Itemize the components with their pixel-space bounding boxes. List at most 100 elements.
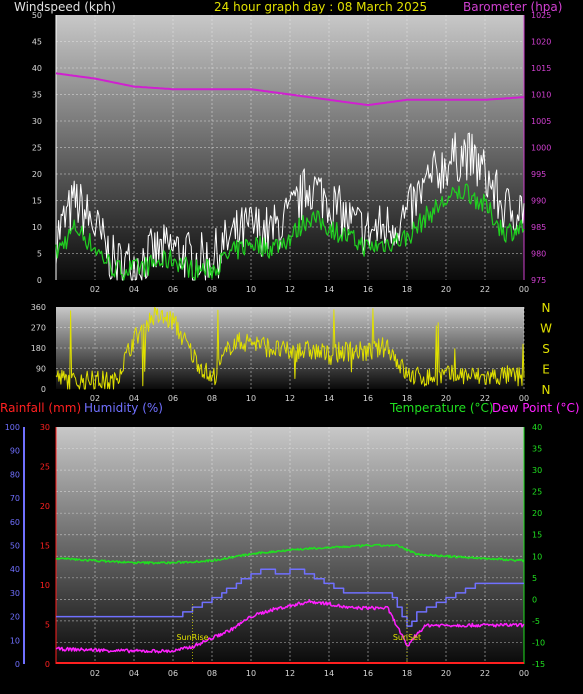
- x-tick-label: 12: [285, 285, 295, 294]
- humidity-tick-label: 40: [10, 565, 20, 574]
- humidity-tick-label: 0: [15, 660, 20, 669]
- y-right-tick-label: 1025: [531, 11, 551, 20]
- temp-tick-label: -15: [532, 660, 545, 669]
- windspeed-panel: 02 04 06 08 10 12 14 16 18 20 22 000510152025303540…: [32, 11, 552, 294]
- x-tick-label: 18: [402, 394, 412, 403]
- x-tick-label: 04: [129, 285, 139, 294]
- humidity-tick-label: 50: [10, 542, 20, 551]
- x-tick-label: 00: [519, 285, 529, 294]
- x-tick-label: 22: [480, 669, 490, 678]
- x-tick-label: 10: [246, 669, 256, 678]
- x-tick-label: 18: [402, 285, 412, 294]
- y-left-tick-label: 35: [32, 91, 42, 100]
- temp-tick-label: 15: [532, 531, 542, 540]
- x-tick-label: 12: [285, 669, 295, 678]
- temperature-title: Temperature (°C): [390, 401, 494, 415]
- avg-speed-line: [55, 183, 525, 281]
- compass-label: E: [542, 363, 550, 377]
- x-tick-label: 08: [207, 394, 217, 403]
- rain-tick-label: 25: [40, 463, 50, 472]
- dewpoint-line: [55, 599, 525, 654]
- y-left-tick-label: 45: [32, 38, 42, 47]
- wind-direction-line: [55, 307, 525, 390]
- y-right-tick-label: 975: [531, 276, 546, 285]
- x-tick-label: 04: [129, 394, 139, 403]
- y-left-tick-label: 0: [37, 276, 42, 285]
- y-right-tick-label: 1020: [531, 38, 551, 47]
- dewpoint-title: Dew Point (°C): [492, 401, 580, 415]
- y-left-tick-label: 5: [37, 250, 42, 259]
- x-tick-label: 08: [207, 669, 217, 678]
- rain-tick-label: 0: [45, 660, 50, 669]
- x-tick-label: 16: [363, 669, 373, 678]
- x-tick-label: 02: [90, 669, 100, 678]
- sun-annotation: SunRise: [176, 633, 208, 642]
- y-right-tick-label: 1000: [531, 144, 551, 153]
- y-left-tick-label: 40: [32, 64, 42, 73]
- x-tick-label: 10: [246, 285, 256, 294]
- x-tick-label: 06: [168, 394, 178, 403]
- x-tick-label: 00: [519, 394, 529, 403]
- y-left-tick-label: 30: [32, 117, 42, 126]
- humidity-tick-label: 80: [10, 470, 20, 479]
- x-tick-label: 14: [324, 394, 334, 403]
- temp-tick-label: -10: [532, 638, 545, 647]
- y-right-tick-label: 995: [531, 170, 546, 179]
- chart-title: 24 hour graph day : 08 March 2025: [214, 0, 428, 14]
- gust-line: [55, 132, 525, 281]
- x-tick-label: 16: [363, 285, 373, 294]
- sun-annotation: SunSet: [393, 633, 421, 642]
- windspeed-title: Windspeed (kph): [14, 0, 116, 14]
- rain-tick-label: 10: [40, 581, 50, 590]
- y-right-tick-label: 1010: [531, 91, 551, 100]
- temp-humidity-panel: 02 04 06 08 10 12 14 16 18 20 22 000102030405060708…: [5, 423, 545, 678]
- y-right-tick-label: 1005: [531, 117, 551, 126]
- y-right-tick-label: 1015: [531, 64, 551, 73]
- temp-tick-label: 35: [532, 445, 542, 454]
- x-tick-label: 14: [324, 669, 334, 678]
- humidity-tick-label: 20: [10, 613, 20, 622]
- x-tick-label: 02: [90, 285, 100, 294]
- humidity-title: Humidity (%): [84, 401, 163, 415]
- x-tick-label: 10: [246, 394, 256, 403]
- humidity-tick-label: 60: [10, 518, 20, 527]
- rain-tick-label: 20: [40, 502, 50, 511]
- humidity-tick-label: 100: [5, 423, 20, 432]
- compass-label: N: [542, 383, 551, 397]
- temp-tick-label: 0: [532, 595, 537, 604]
- x-tick-label: 18: [402, 669, 412, 678]
- temp-tick-label: 10: [532, 552, 542, 561]
- rainfall-title: Rainfall (mm): [0, 401, 82, 415]
- y-right-tick-label: 985: [531, 223, 546, 232]
- compass-label: W: [540, 322, 552, 336]
- y-left-tick-label: 10: [32, 223, 42, 232]
- y-right-tick-label: 980: [531, 250, 546, 259]
- x-tick-label: 02: [90, 394, 100, 403]
- temp-tick-label: 5: [532, 574, 537, 583]
- y-right-tick-label: 990: [531, 197, 546, 206]
- temp-tick-label: 30: [532, 466, 542, 475]
- compass-label: S: [542, 342, 550, 356]
- x-tick-label: 08: [207, 285, 217, 294]
- direction-tick-label: 360: [31, 303, 46, 312]
- y-left-tick-label: 15: [32, 197, 42, 206]
- direction-tick-label: 270: [31, 324, 46, 333]
- direction-tick-label: 180: [31, 344, 46, 353]
- x-tick-label: 06: [168, 669, 178, 678]
- x-tick-label: 14: [324, 285, 334, 294]
- y-left-tick-label: 50: [32, 11, 42, 20]
- direction-tick-label: 90: [36, 365, 46, 374]
- temp-tick-label: 20: [532, 509, 542, 518]
- x-tick-label: 20: [441, 285, 451, 294]
- humidity-tick-label: 10: [10, 636, 20, 645]
- x-tick-label: 20: [441, 394, 451, 403]
- barometer-line: [55, 72, 525, 107]
- x-tick-label: 22: [480, 285, 490, 294]
- temp-tick-label: 40: [532, 423, 542, 432]
- x-tick-label: 04: [129, 669, 139, 678]
- x-tick-label: 16: [363, 394, 373, 403]
- x-tick-label: 22: [480, 394, 490, 403]
- humidity-tick-label: 30: [10, 589, 20, 598]
- y-left-tick-label: 20: [32, 170, 42, 179]
